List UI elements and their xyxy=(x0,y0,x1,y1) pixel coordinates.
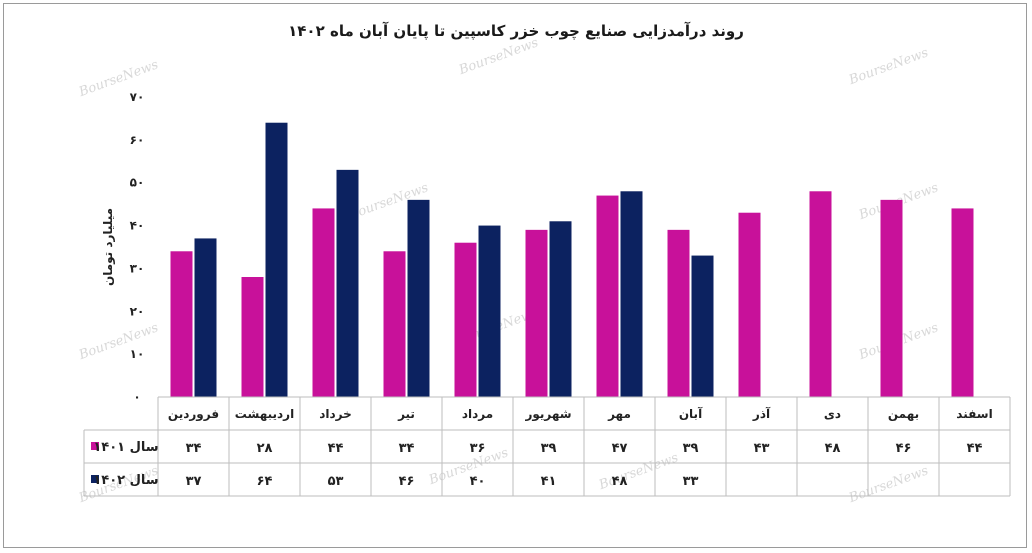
data-label: ۴۶ xyxy=(896,441,912,456)
data-label: ۳۴ xyxy=(186,441,202,456)
watermark-text: BourseNews xyxy=(846,45,931,88)
bar-1402 xyxy=(265,122,288,397)
bar-1401 xyxy=(312,208,335,397)
bar-1401 xyxy=(738,212,761,397)
data-label: ۶۴ xyxy=(257,474,273,489)
watermark-text: BourseNews xyxy=(596,450,681,493)
bar-1402 xyxy=(194,238,217,397)
bar-1401 xyxy=(454,242,477,397)
category-label: شهریور xyxy=(524,407,571,422)
bar-1401 xyxy=(880,199,903,397)
bar-1402 xyxy=(620,191,643,397)
category-label: تیر xyxy=(397,407,415,421)
data-label: ۴۸ xyxy=(612,474,628,489)
y-tick-label: ۷۰ xyxy=(130,90,145,104)
data-label: ۳۹ xyxy=(683,441,699,456)
bar-1402 xyxy=(478,225,501,397)
watermark-text: BourseNews xyxy=(76,320,161,363)
data-label: ۴۶ xyxy=(399,474,415,489)
data-label: ۴۴ xyxy=(328,441,344,456)
data-label: ۴۳ xyxy=(754,441,770,456)
category-label: مرداد xyxy=(462,407,493,421)
data-label: ۵۳ xyxy=(328,474,344,489)
data-label: ۴۰ xyxy=(470,474,486,489)
y-tick-label: ۱۰ xyxy=(130,347,145,361)
data-label: ۴۱ xyxy=(541,474,557,489)
category-label: مهر xyxy=(607,407,631,421)
legend-key-1402 xyxy=(91,475,99,483)
y-axis-label: میلیارد تومان xyxy=(101,208,116,286)
bar-1401 xyxy=(170,251,193,397)
watermark-text: BourseNews xyxy=(76,57,161,100)
data-label: ۴۸ xyxy=(825,441,841,456)
bar-1401 xyxy=(951,208,974,397)
bar-1401 xyxy=(667,229,690,397)
category-label: فروردین xyxy=(168,407,219,422)
bar-1402 xyxy=(549,221,572,397)
watermark-text: BourseNews xyxy=(456,35,541,78)
bar-1401 xyxy=(383,251,406,397)
data-label: ۴۴ xyxy=(967,441,983,456)
category-label: آبان xyxy=(679,406,703,421)
data-label: ۳۳ xyxy=(683,474,699,489)
bar-1402 xyxy=(691,255,714,397)
data-label: ۴۷ xyxy=(612,441,628,456)
y-tick-label: ۶۰ xyxy=(130,133,145,147)
data-label: ۳۹ xyxy=(541,441,557,456)
data-label: ۲۸ xyxy=(257,441,273,456)
chart-title: روند درآمدزایی صنایع چوب خزر کاسپین تا پ… xyxy=(288,22,744,40)
y-tick-label: ۳۰ xyxy=(130,261,145,275)
bar-1401 xyxy=(525,229,548,397)
bar-1401 xyxy=(596,195,619,397)
y-tick-label: ۰ xyxy=(133,390,140,404)
category-label: دی xyxy=(824,407,841,421)
legend-label: سال ۱۴۰۱ xyxy=(93,440,158,455)
y-tick-label: ۵۰ xyxy=(130,176,145,190)
watermark-text: BourseNews xyxy=(426,445,511,488)
data-label: ۳۷ xyxy=(186,474,202,489)
bar-1401 xyxy=(241,277,264,397)
legend-label: سال ۱۴۰۲ xyxy=(93,473,158,488)
category-label: آذر xyxy=(752,406,771,421)
data-label: ۳۶ xyxy=(470,441,486,456)
data-label: ۳۴ xyxy=(399,441,415,456)
y-tick-label: ۲۰ xyxy=(130,304,145,318)
legend-key-1401 xyxy=(91,442,99,450)
bar-1402 xyxy=(336,169,359,397)
category-label: اسفند xyxy=(956,407,992,421)
y-tick-label: ۴۰ xyxy=(130,219,145,233)
category-label: بهمن xyxy=(888,407,919,421)
watermark-text: BourseNews xyxy=(846,463,931,506)
bar-1401 xyxy=(809,191,832,397)
category-label: خرداد xyxy=(319,407,352,421)
bar-1402 xyxy=(407,199,430,397)
category-label: اردیبهشت xyxy=(235,407,294,421)
